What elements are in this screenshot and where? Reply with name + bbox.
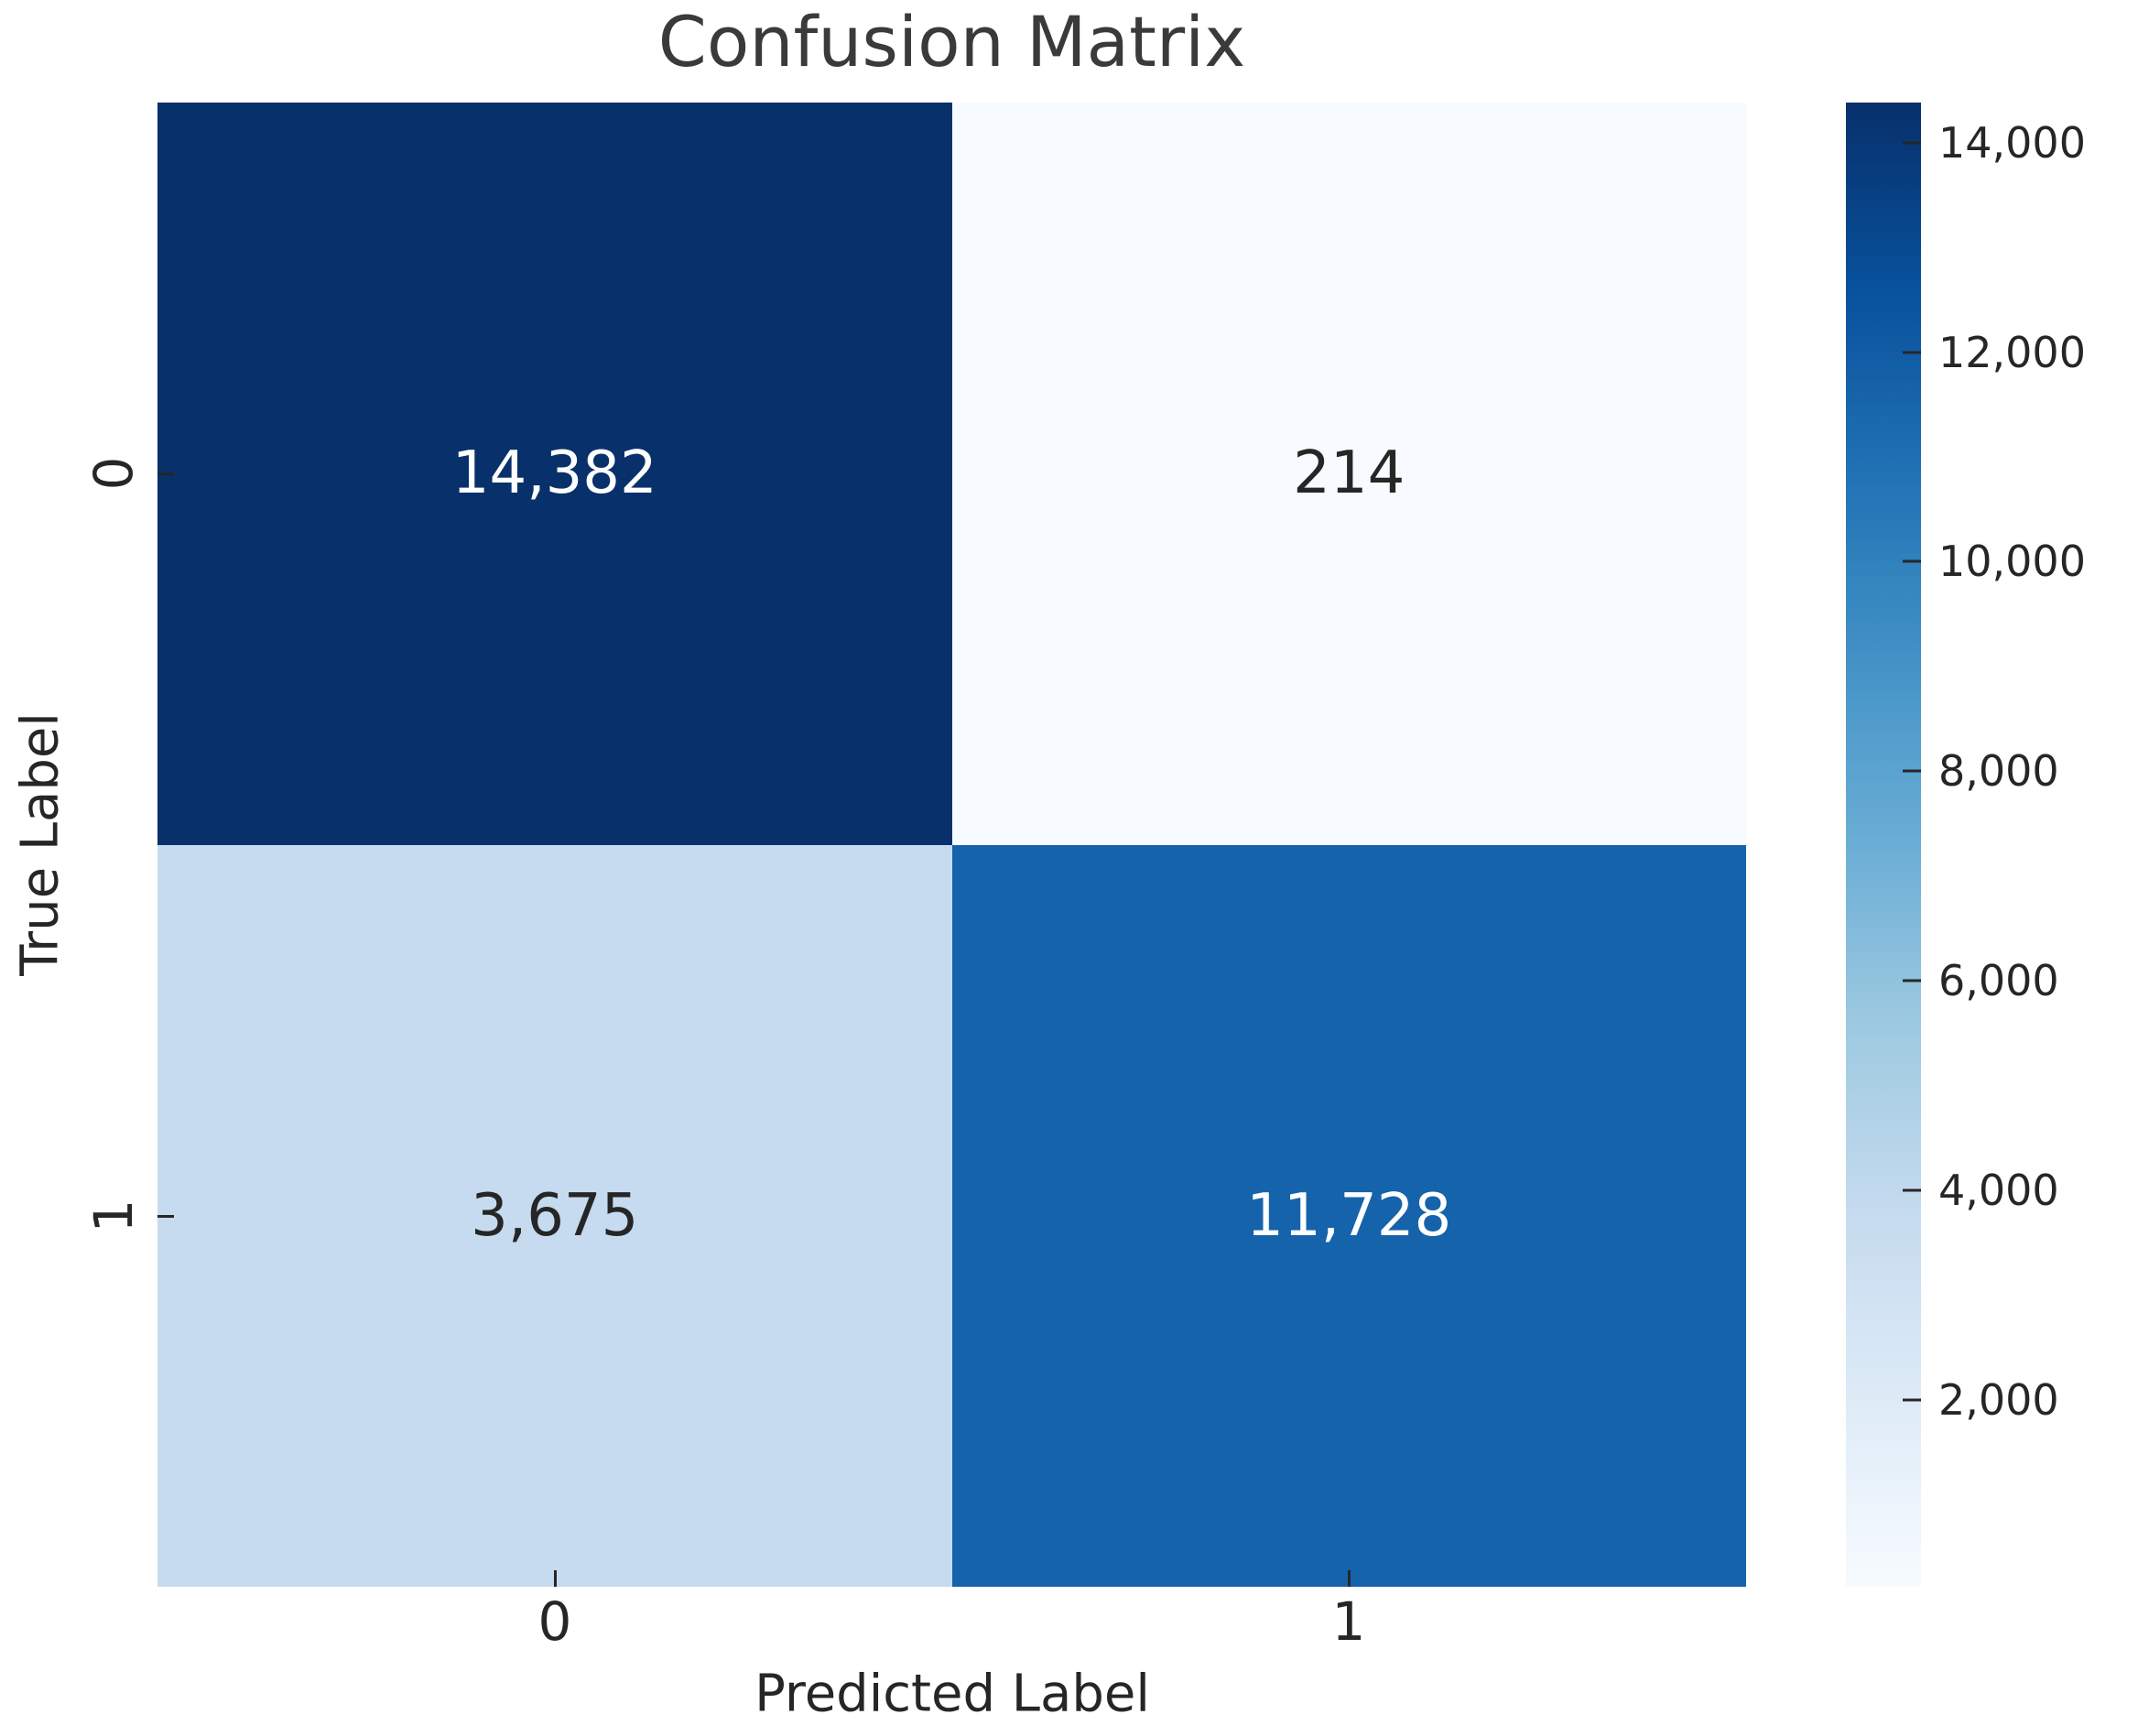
y-tick-mark-1 xyxy=(157,1215,174,1218)
colorbar-tick-mark xyxy=(1903,1188,1921,1192)
colorbar-tick-mark xyxy=(1903,141,1921,145)
matrix-cell-true0-pred0: 14,382 xyxy=(157,103,952,845)
x-tick-mark-1 xyxy=(1348,1570,1351,1587)
colorbar-gradient xyxy=(1846,103,1921,1587)
colorbar-tick-label: 14,000 xyxy=(1938,117,2086,168)
cell-value-true0-pred0: 14,382 xyxy=(451,439,657,508)
colorbar: 14,000 12,000 10,000 8,000 6,000 4,000 2,000 xyxy=(1846,103,2086,1587)
colorbar-tick-label: 8,000 xyxy=(1938,746,2059,797)
x-tick-mark-0 xyxy=(554,1570,557,1587)
cell-value-true1-pred1: 11,728 xyxy=(1246,1181,1452,1250)
colorbar-tick-mark xyxy=(1903,559,1921,563)
x-axis-label: Predicted Label xyxy=(754,1664,1150,1724)
y-tick-mark-0 xyxy=(157,472,174,475)
colorbar-tick-label: 4,000 xyxy=(1938,1165,2059,1215)
chart-title: Confusion Matrix xyxy=(657,1,1246,82)
colorbar-tick-mark xyxy=(1903,769,1921,773)
cell-value-true1-pred0: 3,675 xyxy=(471,1181,639,1250)
colorbar-tick-label: 12,000 xyxy=(1938,327,2086,377)
heatmap-grid: 14,382 214 3,675 11,728 xyxy=(157,103,1746,1587)
matrix-cell-true0-pred1: 214 xyxy=(951,103,1746,845)
y-tick-label-0: 0 xyxy=(82,456,145,491)
x-tick-label-0: 0 xyxy=(537,1590,572,1653)
colorbar-tick-label: 6,000 xyxy=(1938,956,2059,1005)
y-tick-label-1: 1 xyxy=(82,1199,145,1233)
y-axis-label: True Label xyxy=(10,712,71,976)
cell-value-true0-pred1: 214 xyxy=(1293,439,1405,508)
colorbar-tick-mark xyxy=(1903,351,1921,354)
x-tick-label-1: 1 xyxy=(1331,1590,1366,1653)
colorbar-tick-label: 2,000 xyxy=(1938,1374,2059,1425)
colorbar-tick-mark xyxy=(1903,979,1921,982)
colorbar-tick-mark xyxy=(1903,1398,1921,1402)
matrix-cell-true1-pred1: 11,728 xyxy=(951,844,1746,1587)
colorbar-tick-label: 10,000 xyxy=(1938,537,2086,587)
matrix-cell-true1-pred0: 3,675 xyxy=(157,844,952,1587)
